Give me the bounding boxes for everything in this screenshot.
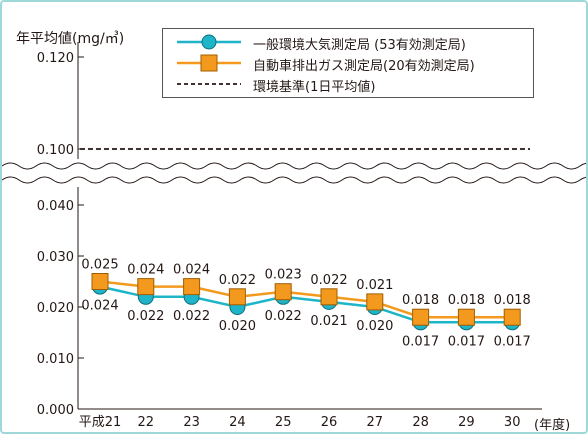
x-tick-label: 23 [183, 415, 200, 430]
y-tick-label: 0.040 [37, 199, 74, 214]
legend-label-roadside: 自動車排出ガス測定局(20有効測定局) [253, 59, 475, 74]
x-tick-label: 平成21 [79, 415, 122, 430]
point-roadside [91, 273, 109, 290]
legend-marker-dashed [177, 83, 241, 85]
legend-item-roadside: 自動車排出ガス測定局(20有効測定局) [163, 53, 533, 74]
x-tick-label: 25 [275, 415, 292, 430]
x-tick-label: 22 [138, 415, 155, 430]
legend: 一般環境大気測定局 (53有効測定局) 自動車排出ガス測定局(20有効測定局) … [162, 28, 534, 98]
x-tick-label: 24 [229, 415, 246, 430]
series-line-general [99, 285, 513, 324]
data-label-general: 0.020 [356, 319, 393, 334]
data-label-roadside: 0.023 [265, 268, 302, 283]
x-tick-label: 28 [412, 415, 429, 430]
y-tick-label: 0.000 [37, 403, 74, 418]
legend-label-standard: 環境基準(1日平均値) [253, 80, 376, 95]
x-axis-unit-label: (年度) [534, 418, 571, 433]
y-tick-label: 0.100 [37, 143, 74, 158]
data-label-roadside: 0.025 [81, 258, 118, 273]
point-roadside [366, 293, 384, 311]
x-tick-label: 27 [367, 415, 384, 430]
x-tick-label: 26 [321, 415, 338, 430]
y-tick-label: 0.120 [37, 51, 74, 66]
point-roadside [412, 308, 430, 326]
data-label-general: 0.024 [81, 299, 118, 314]
data-label-roadside: 0.022 [219, 273, 256, 288]
data-label-general: 0.022 [265, 309, 302, 324]
axis-break-wave-upper [2, 162, 586, 170]
data-label-roadside: 0.018 [448, 293, 485, 308]
data-label-general: 0.022 [173, 309, 210, 324]
x-tick-label: 29 [458, 415, 475, 430]
point-roadside [274, 283, 292, 301]
data-label-general: 0.017 [402, 334, 439, 349]
y-tick-label: 0.010 [37, 352, 74, 367]
data-label-roadside: 0.024 [173, 263, 210, 278]
data-label-general: 0.017 [494, 334, 531, 349]
point-roadside [503, 308, 521, 326]
axis-break-wave-lower [2, 176, 586, 184]
data-label-general: 0.020 [219, 319, 256, 334]
x-tick-label: 30 [504, 415, 521, 430]
data-label-roadside: 0.022 [310, 273, 347, 288]
data-label-general: 0.022 [127, 309, 164, 324]
data-label-roadside: 0.018 [402, 293, 439, 308]
legend-item-standard: 環境基準(1日平均値) [163, 74, 533, 95]
y-axis-label: 年平均値(mg/㎥) [16, 31, 125, 47]
y-tick-label: 0.030 [37, 250, 74, 265]
point-roadside [228, 288, 246, 306]
data-label-general: 0.021 [310, 314, 347, 329]
series-line-roadside [99, 280, 513, 319]
data-label-roadside: 0.021 [356, 278, 393, 293]
point-roadside [137, 278, 155, 296]
point-roadside [320, 288, 338, 306]
legend-marker-circle [177, 34, 241, 50]
point-roadside [183, 278, 201, 296]
legend-label-general: 一般環境大気測定局 (53有効測定局) [253, 38, 466, 53]
point-roadside [457, 308, 475, 326]
data-label-general: 0.017 [448, 334, 485, 349]
y-tick-label: 0.020 [37, 301, 74, 316]
data-label-roadside: 0.024 [127, 263, 164, 278]
legend-marker-square [177, 54, 241, 72]
data-label-roadside: 0.018 [494, 293, 531, 308]
legend-item-general: 一般環境大気測定局 (53有効測定局) [163, 32, 533, 53]
